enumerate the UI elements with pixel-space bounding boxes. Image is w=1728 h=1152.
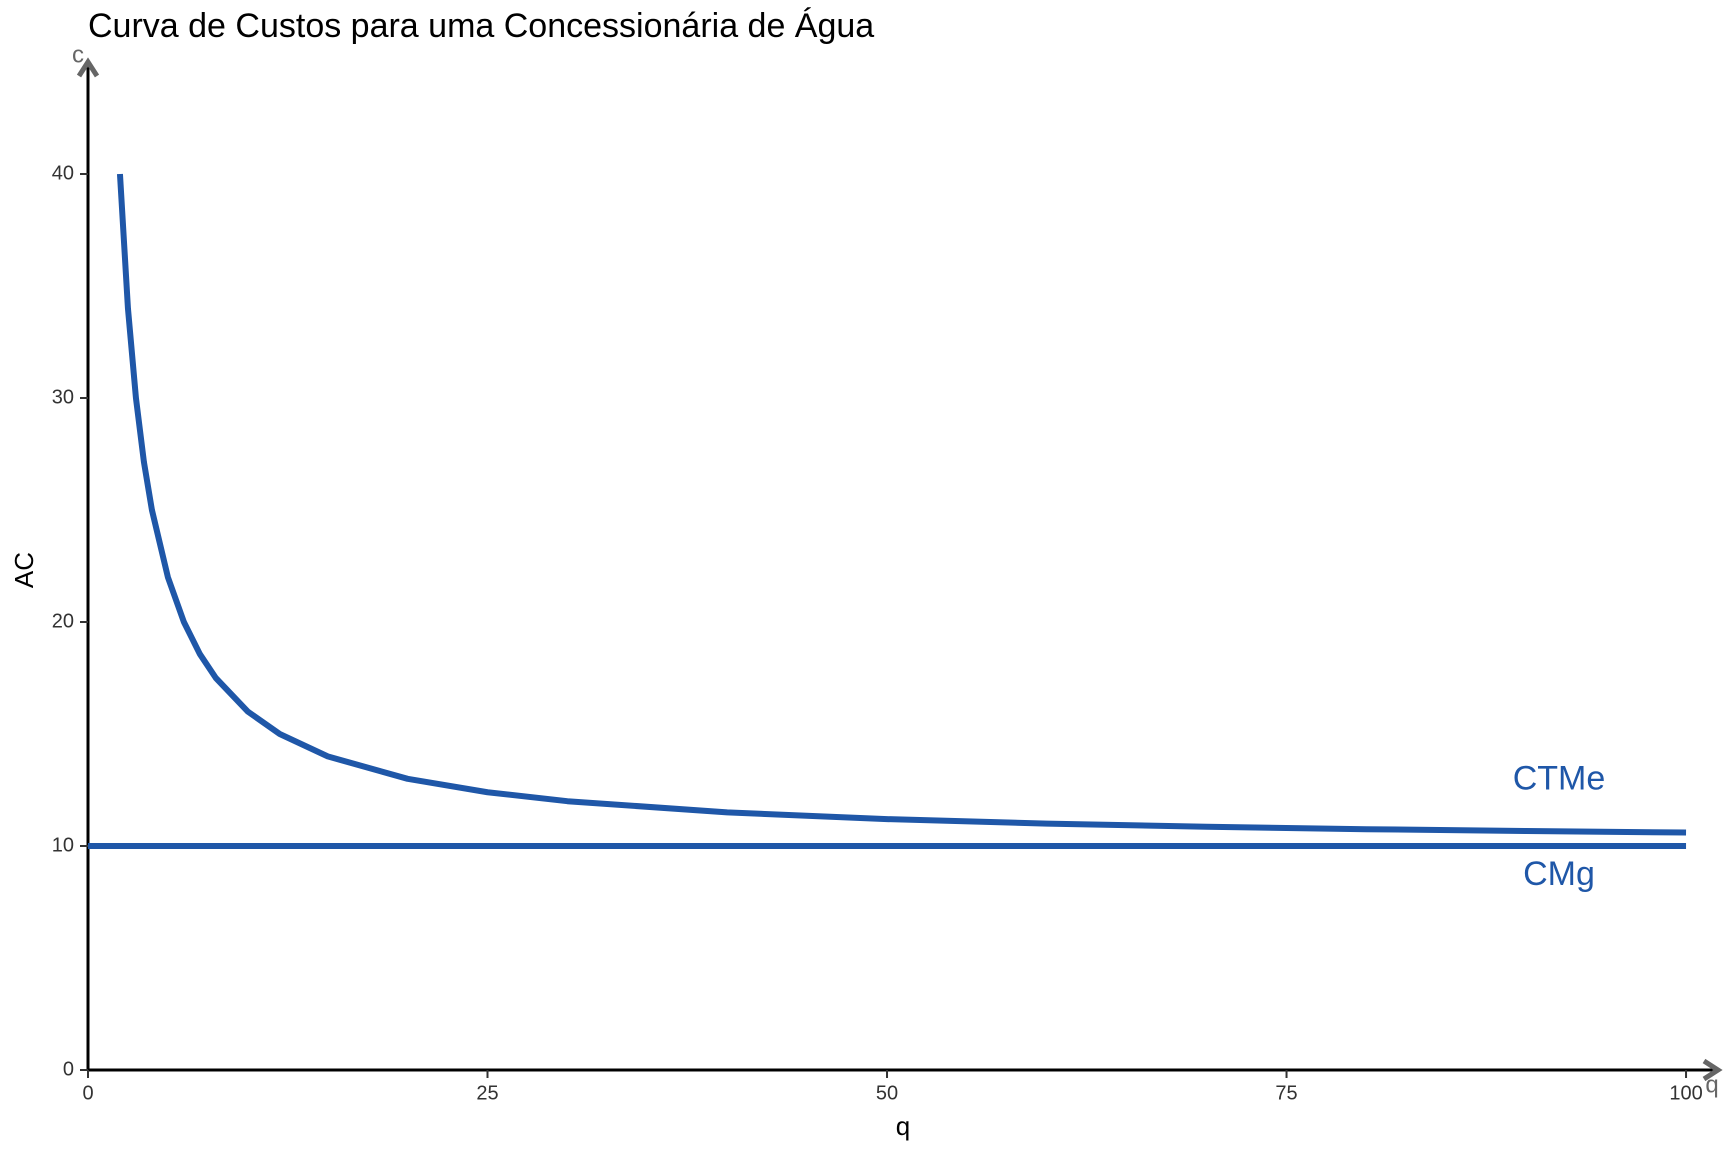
y-tick-label: 40 [52, 162, 74, 184]
series-label: CMg [1523, 855, 1595, 893]
series-label: CTMe [1513, 760, 1606, 798]
x-tick-label: 100 [1669, 1082, 1702, 1104]
y-axis-title: AC [9, 552, 39, 588]
y-axis-end-label: c [72, 41, 84, 68]
chart-title: Curva de Custos para uma Concessionária … [88, 7, 874, 45]
y-tick-label: 10 [52, 834, 74, 856]
y-tick-label: 20 [52, 610, 74, 632]
series-line [116, 173, 1687, 836]
x-tick-label: 50 [876, 1082, 898, 1104]
x-tick-label: 0 [82, 1082, 93, 1104]
x-axis-arrow [1702, 1058, 1723, 1082]
y-axis-arrow [76, 57, 100, 78]
x-axis-title: q [896, 1111, 910, 1141]
x-tick-label: 25 [476, 1082, 498, 1104]
y-tick-label: 30 [52, 386, 74, 408]
y-tick-label: 0 [63, 1058, 74, 1080]
x-tick-label: 75 [1275, 1082, 1297, 1104]
